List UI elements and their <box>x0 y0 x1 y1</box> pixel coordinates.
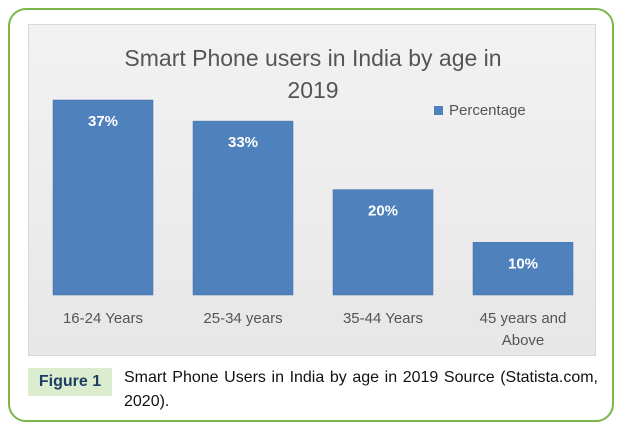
bar-1 <box>52 99 154 296</box>
x-tick-label-4-line-2: Above <box>502 332 545 349</box>
x-tick-label-2: 25-34 years <box>203 310 282 327</box>
x-tick-label-4-line-1: 45 years and <box>480 310 567 327</box>
bar-2 <box>192 120 294 296</box>
data-label-4: 10% <box>508 255 538 272</box>
data-label-1: 37% <box>88 113 118 130</box>
figure-caption-text: Smart Phone Users in India by age in 201… <box>124 369 598 410</box>
legend-label: Percentage <box>449 102 526 119</box>
legend-swatch <box>434 106 443 115</box>
bar-3 <box>332 189 434 296</box>
data-label-3: 20% <box>368 203 398 220</box>
x-tick-labels-group: 16-24 Years 25-34 years 35-44 Years 45 year… <box>63 310 566 349</box>
data-label-2: 33% <box>228 134 258 151</box>
bar-4 <box>472 242 574 296</box>
bars-group <box>52 99 574 296</box>
data-labels-group: 37% 33% 20% 10% <box>88 113 538 272</box>
chart-title-line-1: Smart Phone users in India by age in <box>124 45 501 71</box>
chart-area: Smart Phone users in India by age in 201… <box>28 24 596 356</box>
chart-title-line-2: 2019 <box>287 77 338 103</box>
figure-label: Figure 1 <box>28 368 112 396</box>
x-tick-label-3: 35-44 Years <box>343 310 423 327</box>
figure-caption: Figure 1 Smart Phone Users in India by a… <box>28 362 598 416</box>
x-tick-label-1: 16-24 Years <box>63 310 143 327</box>
bar-chart: Smart Phone users in India by age in 201… <box>52 45 574 349</box>
